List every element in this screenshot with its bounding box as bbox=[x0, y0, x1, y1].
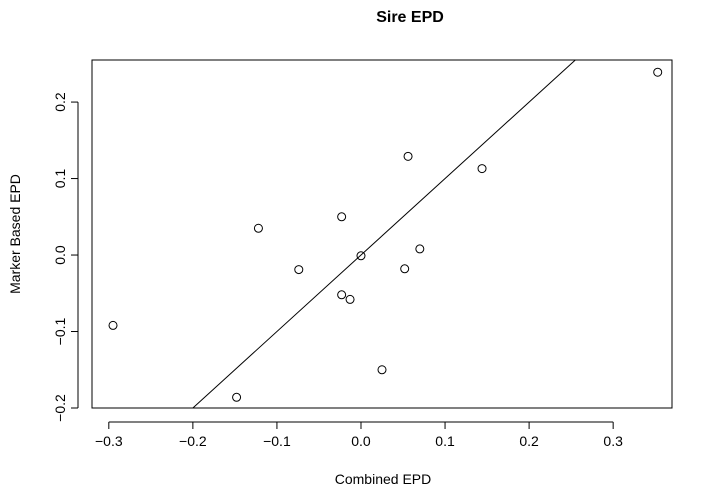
chart-title: Sire EPD bbox=[376, 9, 444, 26]
data-point bbox=[108, 320, 118, 330]
x-tick-label: −0.1 bbox=[263, 433, 291, 449]
data-point bbox=[294, 265, 304, 275]
y-axis: −0.2 −0.1 0.0 0.1 0.2 bbox=[52, 92, 79, 422]
reference-line-group bbox=[192, 59, 576, 409]
data-point bbox=[337, 290, 347, 300]
data-point bbox=[477, 164, 487, 174]
y-tick-label: 0.0 bbox=[52, 245, 68, 265]
x-tick-label: 0.1 bbox=[435, 433, 455, 449]
x-tick-label: −0.3 bbox=[95, 433, 123, 449]
y-tick-label: 0.1 bbox=[52, 169, 68, 189]
x-tick-label: 0.2 bbox=[519, 433, 539, 449]
y-tick-label: −0.1 bbox=[52, 317, 68, 345]
data-point bbox=[400, 264, 410, 274]
x-tick-label: −0.2 bbox=[179, 433, 207, 449]
x-tick-label: 0.0 bbox=[351, 433, 371, 449]
x-tick-label: 0.3 bbox=[603, 433, 623, 449]
data-point bbox=[232, 392, 242, 402]
plot-frame bbox=[91, 59, 673, 409]
x-axis: −0.3 −0.2 −0.1 0.0 0.1 0.2 0.3 bbox=[95, 421, 623, 449]
x-axis-label: Combined EPD bbox=[335, 471, 432, 487]
data-point bbox=[653, 67, 663, 77]
data-point bbox=[377, 365, 387, 375]
data-point bbox=[415, 244, 425, 254]
data-point bbox=[403, 151, 413, 161]
data-point bbox=[337, 212, 347, 222]
y-tick-label: 0.2 bbox=[52, 92, 68, 112]
data-point bbox=[253, 223, 263, 233]
y-tick-label: −0.2 bbox=[52, 394, 68, 422]
reference-line bbox=[192, 59, 576, 409]
data-points bbox=[108, 67, 663, 402]
data-point bbox=[356, 251, 366, 261]
y-axis-label: Marker Based EPD bbox=[7, 174, 23, 294]
data-point bbox=[345, 294, 355, 304]
